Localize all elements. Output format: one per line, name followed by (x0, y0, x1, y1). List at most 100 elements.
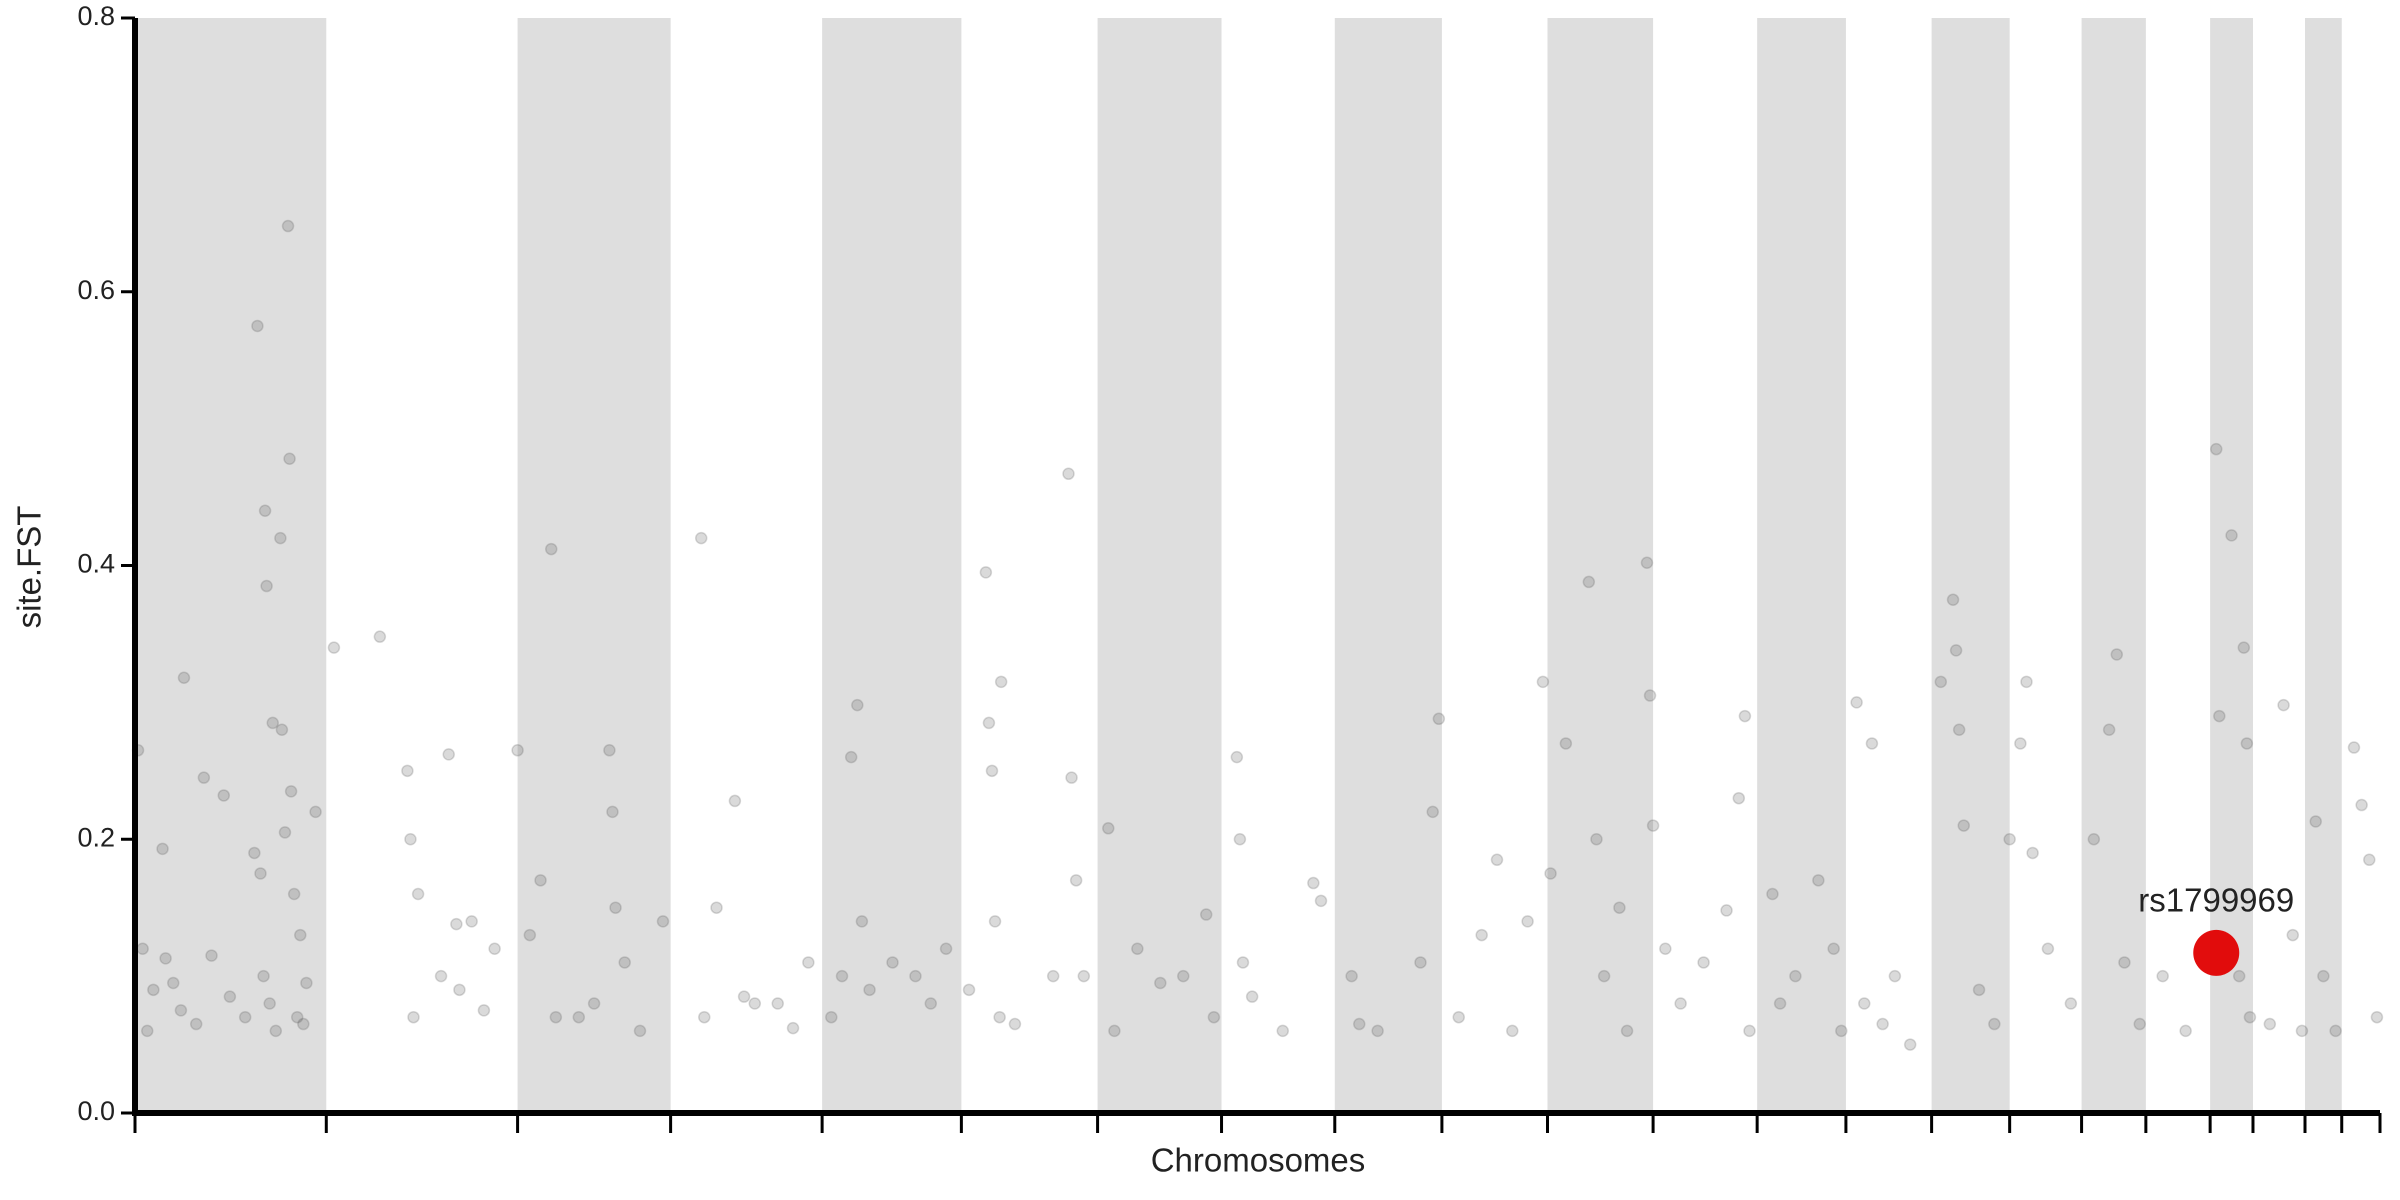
snp-point (988, 915, 1002, 928)
snp-point (2110, 648, 2124, 661)
snp-point (275, 723, 289, 736)
snp-point (1766, 887, 1779, 901)
snp-point (1154, 976, 1167, 990)
chromosome-band (135, 18, 327, 1113)
snp-point (771, 997, 784, 1010)
highlight-label: rs1799969 (2138, 882, 2294, 919)
snp-point (1850, 696, 1863, 709)
snp-point (587, 997, 601, 1010)
snp-point (278, 826, 292, 839)
snp-point (1426, 805, 1439, 819)
snp-point (1475, 928, 1488, 942)
snp-point (609, 901, 622, 914)
snp-point (1789, 969, 1802, 983)
snp-point (2240, 737, 2254, 750)
snp-point (2041, 942, 2055, 955)
snp-point (939, 942, 953, 955)
snp-point (1065, 771, 1078, 784)
snp-point (979, 566, 993, 579)
snp-point (1957, 819, 1970, 832)
snp-point (159, 952, 172, 965)
y-tick-label: 0.4 (77, 549, 115, 579)
snp-point (136, 942, 149, 955)
snp-point (411, 887, 425, 901)
snp-point (2020, 675, 2033, 689)
snp-point (1353, 1017, 1366, 1031)
snp-point (698, 1010, 711, 1024)
snp-point (1199, 908, 1213, 921)
snp-point (488, 942, 501, 955)
snp-point (656, 915, 670, 928)
snp-point (1835, 1024, 1848, 1038)
snp-point (1858, 997, 1871, 1010)
snp-point (1536, 675, 1550, 689)
snp-point (1521, 915, 1534, 928)
snp-point (404, 833, 417, 846)
snp-point (197, 771, 211, 784)
snp-point (2243, 1010, 2257, 1024)
snp-point (1827, 942, 1840, 955)
chromosome-band (517, 18, 671, 1113)
snp-point (1773, 997, 1787, 1010)
snp-point (1506, 1024, 1519, 1038)
snp-point (549, 1010, 563, 1024)
chromosome-band (1334, 18, 1442, 1113)
snp-point (985, 764, 999, 778)
snp-point (1490, 853, 1504, 867)
snp-point (1640, 556, 1654, 570)
snp-point (223, 990, 237, 1003)
snp-point (2210, 442, 2223, 456)
snp-point (802, 956, 815, 969)
y-tick-label: 0.2 (77, 822, 115, 852)
snp-point (1432, 712, 1446, 726)
snp-point (1559, 737, 1573, 750)
snp-point (924, 997, 938, 1010)
snp-point (1307, 876, 1320, 890)
snp-point (2355, 798, 2368, 812)
snp-point (2133, 1017, 2146, 1031)
snp-point (2003, 833, 2016, 846)
snp-point (327, 641, 341, 654)
snp-point (266, 716, 279, 730)
snp-point (257, 969, 270, 983)
snp-point (283, 452, 296, 465)
snp-point (1659, 942, 1672, 955)
snp-point (1046, 969, 1060, 983)
y-tick-label: 0.6 (77, 275, 115, 305)
snp-point (1620, 1024, 1634, 1038)
snp-point (1646, 819, 1660, 832)
snp-point (2309, 815, 2322, 828)
y-tick-label: 0.0 (77, 1096, 115, 1126)
snp-point (1069, 874, 1083, 887)
snp-point (300, 976, 313, 990)
snp-point (140, 1024, 154, 1038)
snp-point (825, 1010, 838, 1024)
snp-point (994, 675, 1008, 689)
snp-point (618, 956, 631, 969)
snp-point (260, 579, 273, 593)
snp-point (1177, 969, 1190, 983)
snp-point (1414, 956, 1427, 969)
snp-point (728, 794, 742, 808)
snp-point (1743, 1024, 1756, 1038)
snp-point (1876, 1017, 1889, 1031)
snp-point (2295, 1024, 2309, 1038)
snp-point (1077, 969, 1091, 983)
snp-point (2347, 741, 2361, 754)
chromosome-band (2081, 18, 2146, 1113)
snp-point (2286, 928, 2300, 942)
y-tick-label: 0.8 (77, 1, 115, 31)
snp-point (450, 917, 463, 931)
snp-point (1230, 750, 1244, 764)
snp-point (1946, 593, 1960, 606)
snp-point (1949, 644, 1963, 657)
snp-point (189, 1017, 203, 1031)
snp-point (248, 846, 261, 860)
snp-point (174, 1004, 188, 1017)
snp-point (633, 1024, 647, 1038)
snp-point (1062, 467, 1075, 481)
snp-point (281, 219, 295, 233)
snp-point (2156, 969, 2169, 983)
snp-point (545, 542, 558, 556)
snp-point (217, 789, 231, 802)
